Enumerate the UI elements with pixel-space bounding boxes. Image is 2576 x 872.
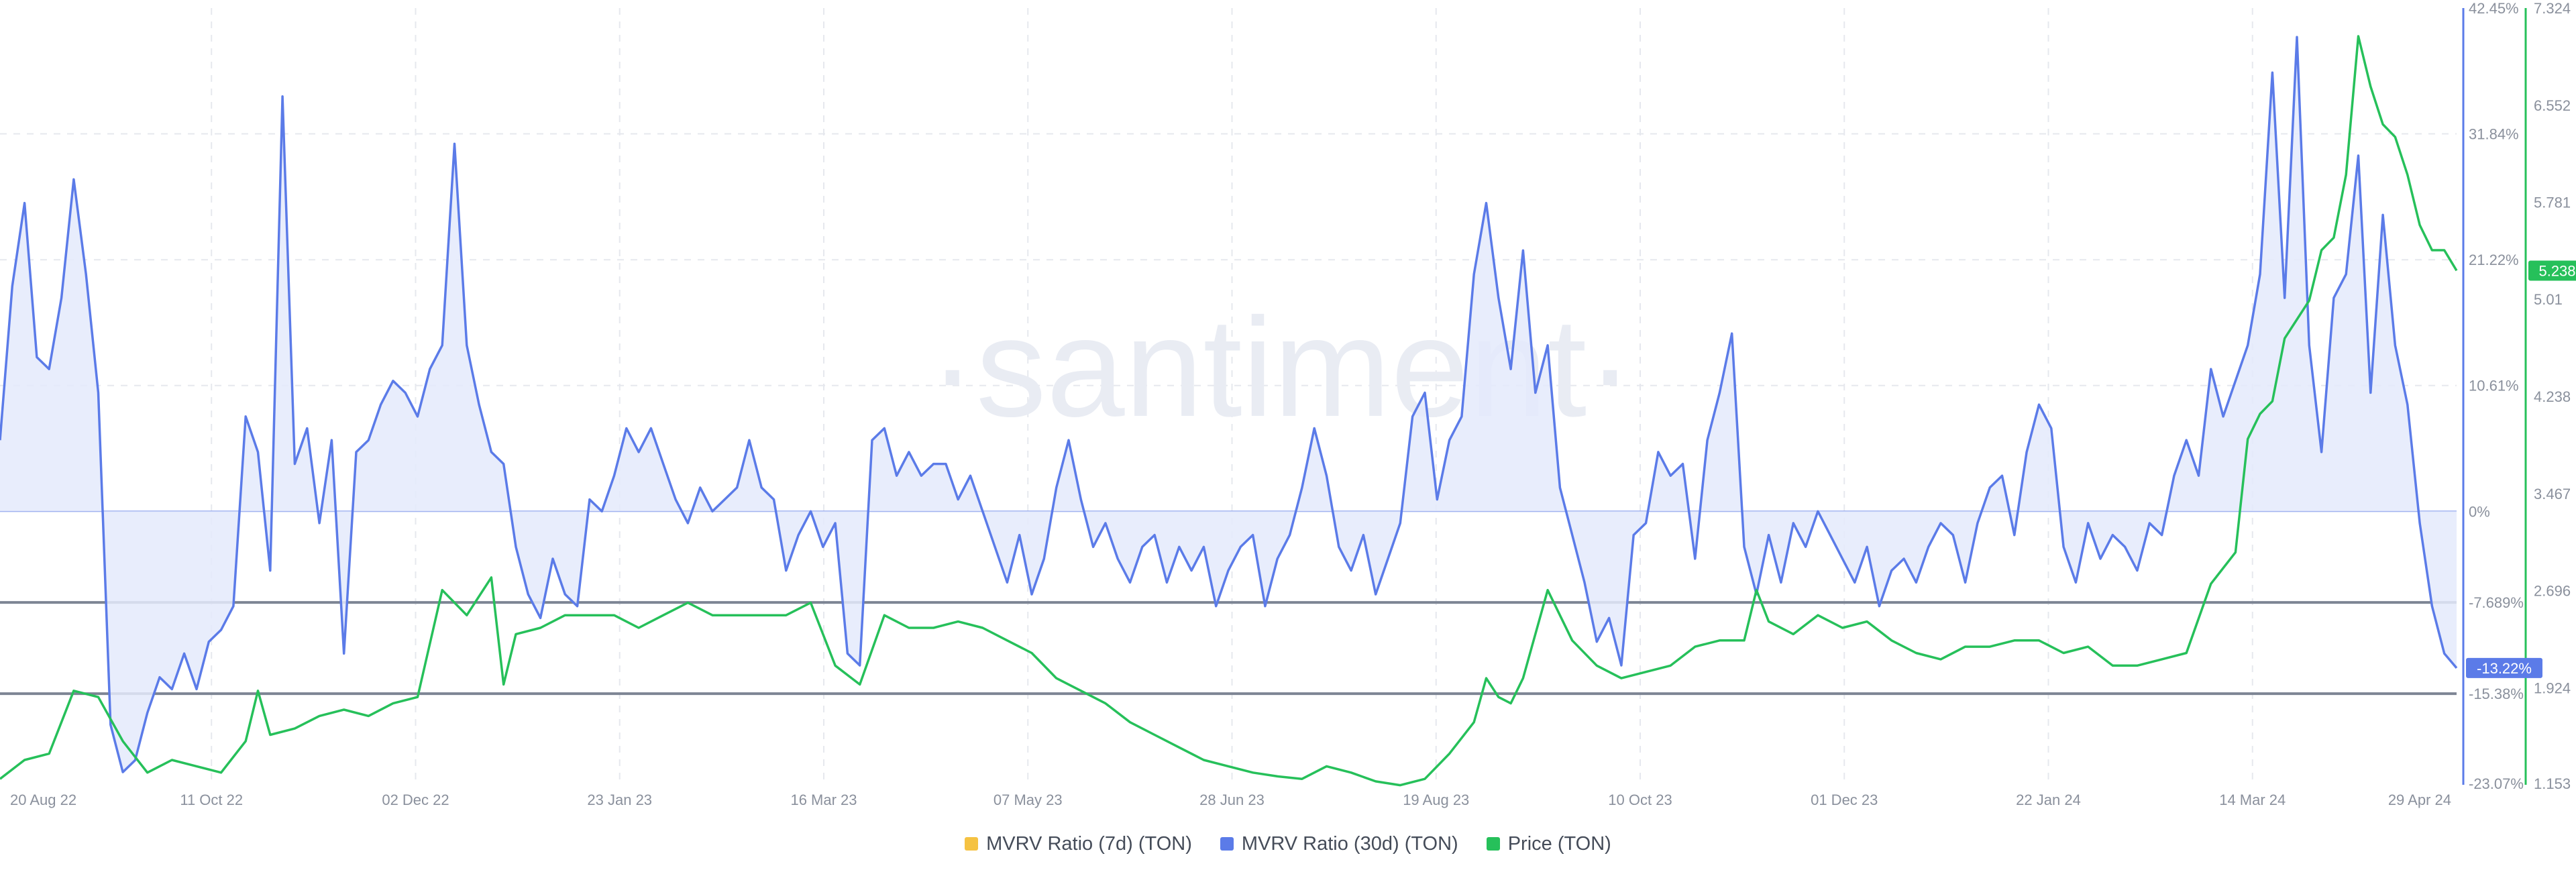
x-tick-label: 29 Apr 24 xyxy=(2388,792,2451,808)
right-tick-label: 6.552 xyxy=(2534,97,2571,114)
axes: 20 Aug 22 11 Oct 22 02 Dec 22 23 Jan 23 16 M… xyxy=(10,0,2571,808)
series-layer xyxy=(0,35,2458,787)
price-current-badge-bg xyxy=(2528,260,2576,281)
left-tick-label: 42.45% xyxy=(2469,0,2519,17)
x-tick-label: 28 Jun 23 xyxy=(1199,792,1265,808)
right-tick-label: 5.01 xyxy=(2534,291,2563,308)
mvrv-30d-current-badge-bg xyxy=(2466,657,2542,678)
left-tick-label: 10.61% xyxy=(2469,378,2519,394)
x-tick-label: 23 Jan 23 xyxy=(587,792,652,808)
legend-swatch-mvrv-30d xyxy=(1220,837,1234,851)
legend-item-mvrv-7d[interactable]: MVRV Ratio (7d) (TON) xyxy=(965,833,1192,855)
left-tick-label: 31.84% xyxy=(2469,126,2519,143)
right-tick-label: 3.467 xyxy=(2534,486,2571,502)
grid-lines xyxy=(0,8,2457,785)
price-line xyxy=(0,35,2458,787)
x-tick-label: 16 Mar 23 xyxy=(790,792,857,808)
right-tick-label: 7.324 xyxy=(2534,0,2571,17)
mvrv-30d-line xyxy=(0,36,2458,773)
left-tick-label: -7.689% xyxy=(2469,594,2524,611)
price-current-badge: 5.238 xyxy=(2538,262,2575,279)
legend-label-price: Price (TON) xyxy=(1507,832,1611,855)
legend-swatch-mvrv-7d xyxy=(965,837,979,851)
x-tick-label: 02 Dec 22 xyxy=(382,792,449,808)
x-tick-label: 19 Aug 23 xyxy=(1403,792,1469,808)
right-tick-label: 5.781 xyxy=(2534,195,2571,211)
left-tick-label: -15.38% xyxy=(2469,686,2524,702)
left-tick-label: -23.07% xyxy=(2469,775,2524,792)
x-tick-label: 22 Jan 24 xyxy=(2016,792,2081,808)
legend-label-mvrv-30d: MVRV Ratio (30d) (TON) xyxy=(1241,832,1458,855)
x-tick-label: 11 Oct 22 xyxy=(180,792,243,808)
x-tick-label: 20 Aug 22 xyxy=(10,792,76,808)
x-tick-label: 10 Oct 23 xyxy=(1608,792,1672,808)
chart-legend: MVRV Ratio (7d) (TON) MVRV Ratio (30d) (… xyxy=(0,828,2576,860)
right-tick-label: 1.924 xyxy=(2534,679,2571,696)
x-tick-label: 01 Dec 23 xyxy=(1811,792,1878,808)
x-tick-label: 14 Mar 24 xyxy=(2219,792,2286,808)
current-value-badges: -13.22% 5.238 xyxy=(2466,260,2576,678)
right-tick-label: 1.153 xyxy=(2534,775,2571,792)
legend-label-mvrv-7d: MVRV Ratio (7d) (TON) xyxy=(986,832,1192,855)
right-tick-label: 2.696 xyxy=(2534,582,2571,599)
legend-swatch-price xyxy=(1486,837,1500,851)
left-tick-label: 0% xyxy=(2469,503,2490,520)
legend-item-price[interactable]: Price (TON) xyxy=(1486,832,1611,855)
right-tick-label: 4.238 xyxy=(2534,388,2571,405)
left-tick-label: 21.22% xyxy=(2469,252,2519,268)
x-tick-label: 07 May 23 xyxy=(994,792,1063,808)
legend-item-mvrv-30d[interactable]: MVRV Ratio (30d) (TON) xyxy=(1220,833,1458,855)
mvrv-30d-current-badge: -13.22% xyxy=(2477,660,2532,677)
